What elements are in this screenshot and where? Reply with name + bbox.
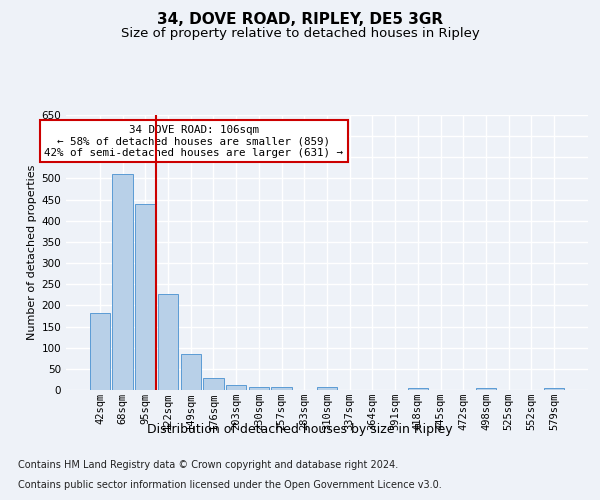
Bar [181, 354, 201, 390]
Bar [203, 378, 224, 390]
Text: 34, DOVE ROAD, RIPLEY, DE5 3GR: 34, DOVE ROAD, RIPLEY, DE5 3GR [157, 12, 443, 28]
Bar [226, 384, 247, 390]
Text: Size of property relative to detached houses in Ripley: Size of property relative to detached ho… [121, 28, 479, 40]
Text: Contains HM Land Registry data © Crown copyright and database right 2024.: Contains HM Land Registry data © Crown c… [18, 460, 398, 470]
Bar [158, 294, 178, 390]
Bar [135, 204, 155, 390]
Bar [112, 174, 133, 390]
Bar [317, 387, 337, 390]
Bar [90, 313, 110, 390]
Text: Contains public sector information licensed under the Open Government Licence v3: Contains public sector information licen… [18, 480, 442, 490]
Text: 34 DOVE ROAD: 106sqm  
← 58% of detached houses are smaller (859)
42% of semi-de: 34 DOVE ROAD: 106sqm ← 58% of detached h… [44, 124, 343, 158]
Bar [544, 388, 564, 390]
Text: Distribution of detached houses by size in Ripley: Distribution of detached houses by size … [147, 422, 453, 436]
Bar [248, 386, 269, 390]
Bar [407, 388, 428, 390]
Bar [476, 388, 496, 390]
Bar [271, 387, 292, 390]
Y-axis label: Number of detached properties: Number of detached properties [27, 165, 37, 340]
